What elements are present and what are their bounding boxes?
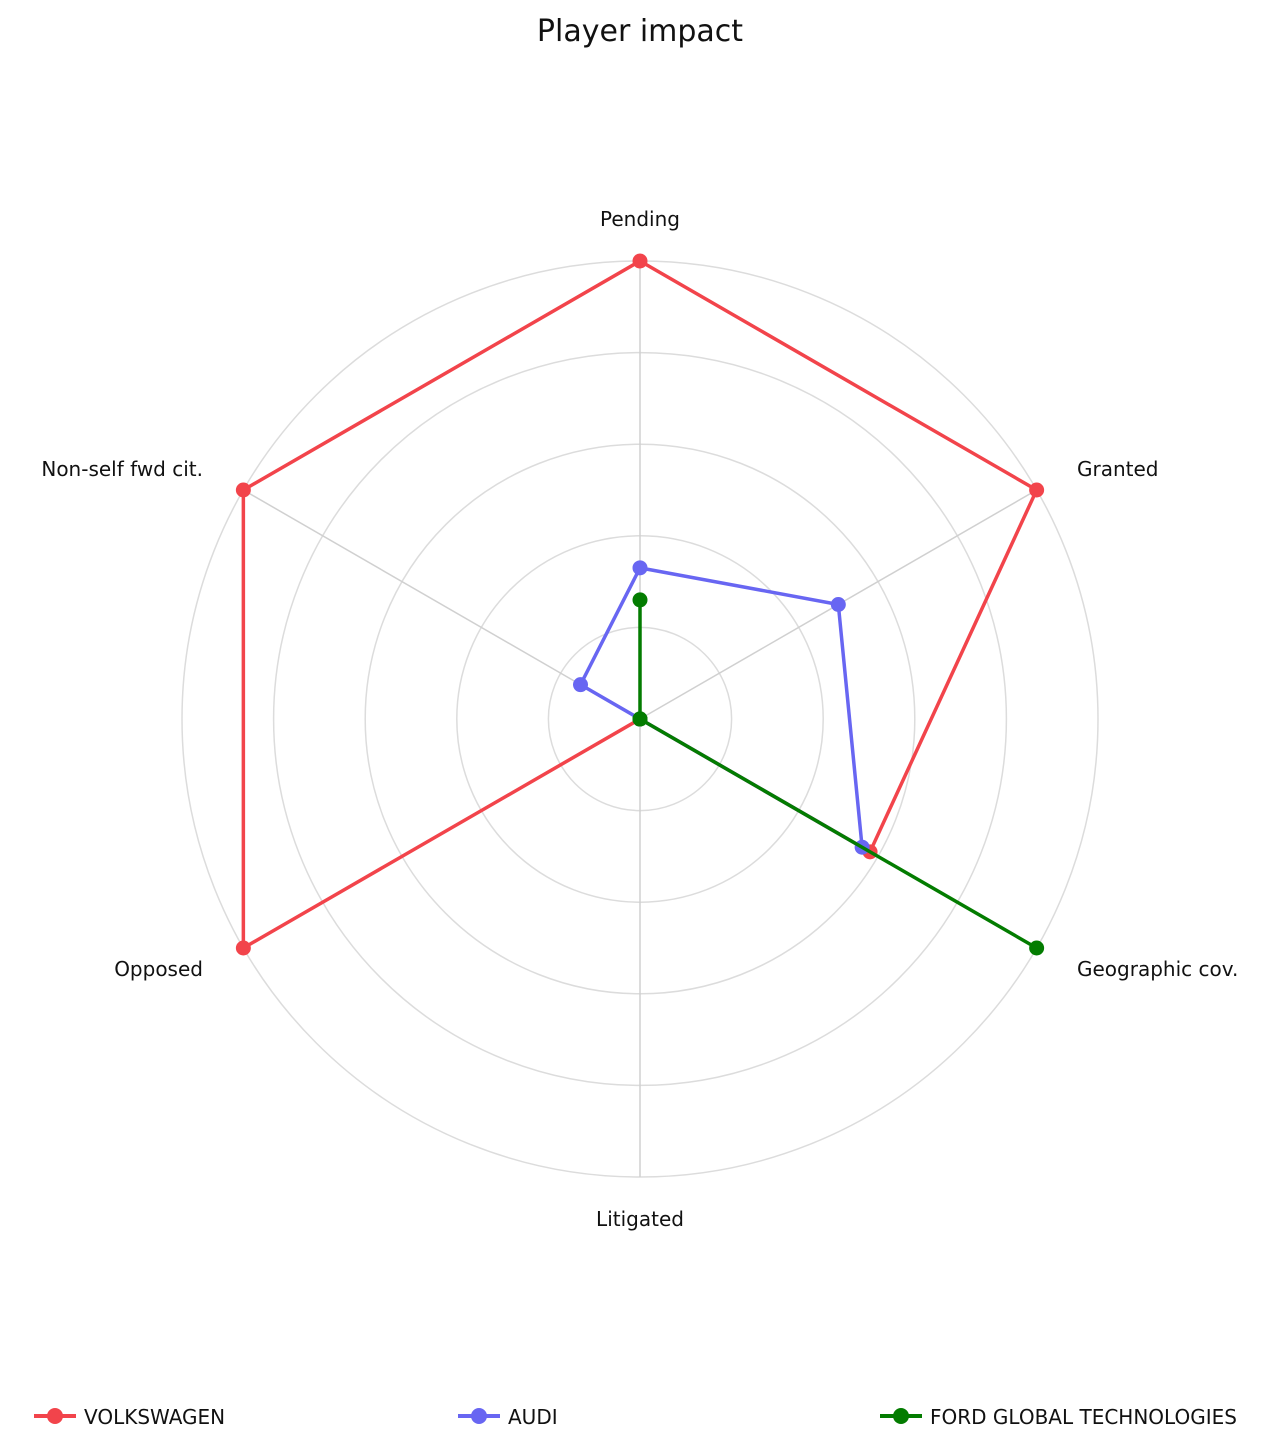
data-point[interactable]: [573, 677, 588, 692]
data-point[interactable]: [831, 597, 846, 612]
legend-label: FORD GLOBAL TECHNOLOGIES: [930, 1405, 1237, 1429]
legend-swatch-icon: [34, 1400, 76, 1434]
data-point[interactable]: [1029, 483, 1044, 498]
legend-item-ford-global-technologies[interactable]: FORD GLOBAL TECHNOLOGIES: [880, 1400, 1237, 1434]
axis-label: Granted: [1077, 457, 1159, 481]
axis-label: Geographic cov.: [1077, 957, 1238, 981]
legend-swatch-icon: [458, 1400, 500, 1434]
legend-label: VOLKSWAGEN: [84, 1405, 225, 1429]
series-line: [640, 600, 1037, 948]
series-audi: [573, 560, 870, 854]
data-point[interactable]: [633, 560, 648, 575]
data-point[interactable]: [633, 254, 648, 269]
data-point[interactable]: [236, 483, 251, 498]
legend-swatch-icon: [880, 1400, 922, 1434]
data-point[interactable]: [236, 941, 251, 956]
legend-label: AUDI: [508, 1405, 558, 1429]
data-point[interactable]: [1029, 941, 1044, 956]
axis-label: Pending: [600, 207, 680, 231]
axis-label: Non-self fwd cit.: [41, 457, 203, 481]
data-point[interactable]: [633, 712, 648, 727]
legend-item-audi[interactable]: AUDI: [458, 1400, 558, 1434]
radar-chart: Pending Granted Geographic cov. Litigated Op…: [0, 0, 1285, 1380]
legend-item-volkswagen[interactable]: VOLKSWAGEN: [34, 1400, 225, 1434]
series-line: [581, 568, 863, 847]
axis-label: Litigated: [596, 1207, 684, 1231]
series-ford-global-technologies: [633, 592, 1045, 955]
data-point[interactable]: [633, 592, 648, 607]
axis-label: Opposed: [114, 957, 203, 981]
legend: VOLKSWAGEN AUDI FORD GLOBAL TECHNOLOGIES: [0, 1400, 1285, 1434]
